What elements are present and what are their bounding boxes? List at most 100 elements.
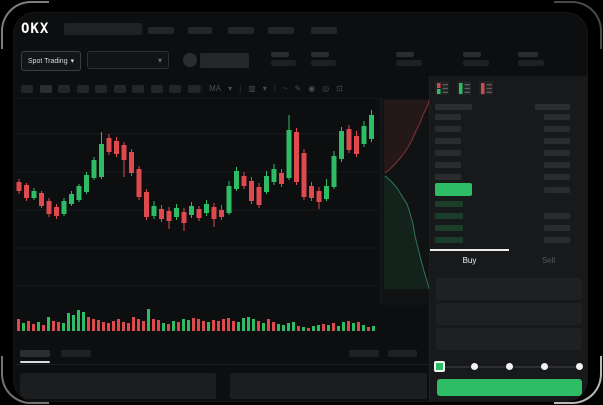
- volume-bar: [202, 321, 205, 331]
- last-size-placeholder: [544, 187, 570, 193]
- camera-icon[interactable]: ◉: [308, 84, 316, 93]
- candle-body: [189, 206, 194, 215]
- depth-asks-area-line: [384, 100, 429, 174]
- price-input[interactable]: [436, 278, 582, 300]
- bottom-tab[interactable]: [61, 350, 91, 357]
- slider-step-dot[interactable]: [471, 363, 478, 370]
- ticker-stat-label: [463, 52, 481, 57]
- timeframe-button[interactable]: [114, 85, 126, 93]
- chevron-down-icon[interactable]: ▾: [228, 84, 233, 93]
- nav-item[interactable]: [268, 27, 294, 34]
- nav-item[interactable]: [228, 27, 254, 34]
- volume-bar: [252, 319, 255, 331]
- buy-submit-button[interactable]: [437, 379, 582, 396]
- volume-bar: [67, 313, 70, 331]
- ask-size-placeholder: [544, 126, 570, 132]
- volume-bar: [27, 321, 30, 331]
- ask-price-placeholder[interactable]: [435, 150, 461, 156]
- slider-handle[interactable]: [434, 361, 445, 372]
- depth-bids-area: [384, 176, 429, 289]
- ask-price-placeholder[interactable]: [435, 138, 461, 144]
- slider-step-dot[interactable]: [506, 363, 513, 370]
- volume-bar: [47, 317, 50, 331]
- orderbook-view-bids-icon[interactable]: [457, 81, 471, 95]
- history-panel-placeholder: [230, 373, 427, 399]
- ask-price-placeholder[interactable]: [435, 126, 461, 132]
- timeframe-button[interactable]: [151, 85, 163, 93]
- volume-bar: [87, 317, 90, 331]
- candle-body: [369, 115, 374, 139]
- nav-item[interactable]: [188, 27, 212, 34]
- bottom-action[interactable]: [388, 350, 417, 357]
- chevron-down-icon[interactable]: ▾: [262, 84, 267, 93]
- bid-price-placeholder[interactable]: [435, 225, 463, 231]
- tab-sell[interactable]: Sell: [541, 256, 556, 265]
- volume-bar: [217, 321, 220, 331]
- volume-bar: [342, 322, 345, 331]
- timeframe-button[interactable]: [132, 85, 144, 93]
- orderbook-view-asks-icon[interactable]: [479, 81, 493, 95]
- tab-buy[interactable]: Buy: [462, 256, 477, 265]
- pair-selector[interactable]: ▾: [87, 51, 169, 69]
- orderbook-col-header: [435, 104, 472, 110]
- candle-body: [46, 201, 52, 214]
- timeframe-button[interactable]: [21, 85, 33, 93]
- bottom-action[interactable]: [349, 350, 379, 357]
- candle-body: [84, 175, 89, 192]
- bid-price-placeholder[interactable]: [435, 237, 463, 243]
- search-input[interactable]: [64, 23, 142, 35]
- timeframe-button[interactable]: [77, 85, 89, 93]
- timeframe-button[interactable]: [188, 85, 200, 93]
- volume-bar: [297, 326, 300, 331]
- candle-body: [309, 186, 314, 198]
- nav-item[interactable]: [148, 27, 174, 34]
- volume-bar: [107, 323, 110, 331]
- bottom-tab-active[interactable]: [20, 350, 50, 357]
- bid-price-placeholder[interactable]: [435, 213, 463, 219]
- last-price-badge[interactable]: [435, 183, 472, 196]
- ma-indicator-label[interactable]: MA: [209, 84, 222, 93]
- volume-bar: [312, 326, 315, 331]
- timeframe-button[interactable]: [169, 85, 181, 93]
- candlestick-chart-canvas[interactable]: [15, 99, 380, 331]
- total-input[interactable]: [436, 328, 582, 350]
- candle-body: [121, 145, 127, 160]
- candle-body: [256, 187, 262, 205]
- volume-bar: [92, 319, 95, 331]
- depth-chart-canvas[interactable]: [380, 98, 429, 305]
- ask-price-placeholder[interactable]: [435, 174, 461, 180]
- chevron-down-icon: ▾: [157, 55, 162, 65]
- timeframe-button[interactable]: [95, 85, 107, 93]
- volume-bar: [367, 327, 370, 331]
- ask-size-placeholder: [544, 162, 570, 168]
- slider-step-dot[interactable]: [576, 363, 583, 370]
- trade-tabs: Buy Sell: [430, 249, 587, 275]
- volume-bar: [62, 323, 65, 331]
- amount-input[interactable]: [436, 303, 582, 325]
- bid-price-placeholder[interactable]: [435, 201, 463, 207]
- draw-tool-icon[interactable]: ✎: [294, 84, 302, 93]
- orderbook-view-combined-icon[interactable]: [435, 81, 449, 95]
- volume-bar: [117, 319, 120, 331]
- ask-price-placeholder[interactable]: [435, 114, 461, 120]
- volume-bar: [147, 309, 150, 331]
- okx-logo[interactable]: OKX: [21, 21, 50, 37]
- pair-name-placeholder[interactable]: [200, 53, 249, 68]
- candle-body: [241, 176, 247, 186]
- timeframe-button[interactable]: [58, 85, 70, 93]
- bid-size-placeholder: [544, 225, 570, 231]
- ask-price-placeholder[interactable]: [435, 162, 461, 168]
- market-type-selector[interactable]: Spot Trading ▾: [21, 51, 81, 71]
- candle-body: [69, 194, 74, 204]
- settings-icon[interactable]: ◎: [322, 84, 330, 93]
- candle-body: [144, 192, 149, 217]
- fullscreen-icon[interactable]: ⊡: [336, 84, 343, 93]
- volume-bar: [272, 322, 275, 331]
- nav-item[interactable]: [311, 27, 337, 34]
- candle-style-icon[interactable]: ▥: [248, 84, 256, 93]
- line-tool-icon[interactable]: ~: [282, 84, 288, 93]
- timeframe-button[interactable]: [40, 85, 52, 93]
- active-tab-indicator: [430, 249, 509, 251]
- slider-step-dot[interactable]: [541, 363, 548, 370]
- volume-bar: [352, 323, 355, 331]
